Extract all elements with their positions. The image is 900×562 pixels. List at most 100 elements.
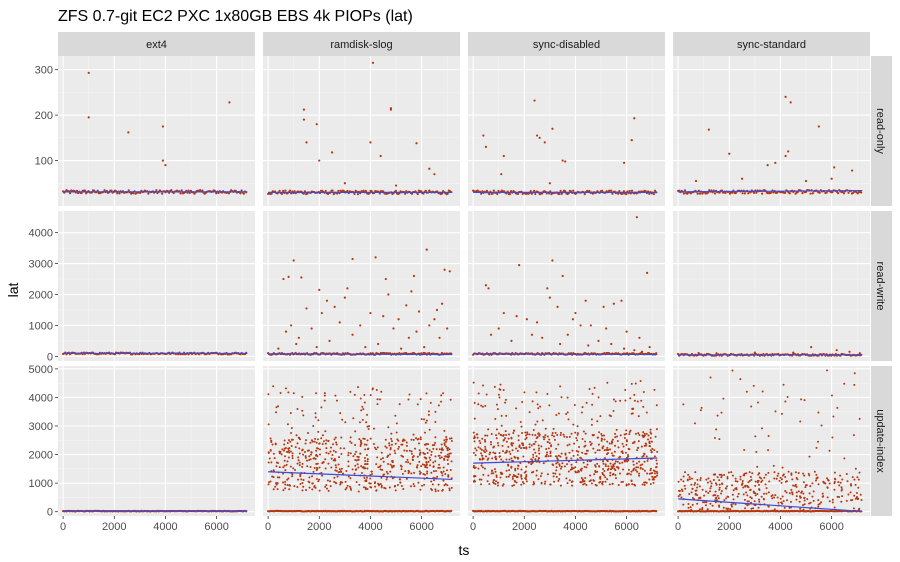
data-point [318,489,321,492]
data-point [434,421,437,424]
data-point [536,403,539,406]
data-point [815,473,818,476]
x-tick-label: 0 [265,521,271,533]
data-point [632,460,635,463]
data-point [398,403,401,406]
data-point [311,440,314,443]
data-point [305,307,308,310]
data-point [308,476,311,479]
data-point [447,463,450,466]
data-point [293,190,296,193]
panels-layer: ext4 ramdisk-slog sync-disabled sync-standa… [29,32,892,533]
data-point [617,467,620,470]
data-point [364,488,367,491]
data-point [96,189,99,192]
data-point [400,347,403,350]
data-point [520,483,523,486]
data-point [505,458,508,461]
data-point [784,154,787,158]
data-point [602,445,605,448]
data-point [743,472,746,475]
data-point [512,432,515,435]
data-point [858,352,861,355]
data-point [385,470,388,473]
data-point [625,193,628,196]
x-tick-label: 6000 [819,521,843,533]
data-point [494,470,497,473]
data-point [349,436,352,439]
data-point [332,443,335,446]
data-point [180,189,183,192]
data-point [630,479,633,482]
data-point [375,389,378,392]
data-point [430,480,433,483]
data-point [804,179,808,183]
data-point [561,462,564,465]
data-point [428,464,431,467]
data-point [419,436,422,439]
data-point [758,476,761,479]
data-point [535,134,539,137]
data-point [724,487,727,490]
data-point [307,480,310,483]
data-point [622,347,626,350]
data-point [594,471,597,474]
data-point [310,327,313,330]
x-tick-label: 6000 [409,521,433,533]
data-point [655,404,658,407]
data-point [574,470,577,473]
data-point [851,499,854,502]
data-point [597,396,600,399]
data-point [424,443,427,446]
data-point [525,478,528,481]
data-point [762,492,765,495]
data-point [540,472,543,475]
data-point [598,449,601,452]
data-point [570,466,573,469]
data-point [505,475,508,478]
data-point [335,466,338,469]
data-point [435,448,438,451]
data-point [484,448,487,451]
data-point [782,473,785,476]
data-point [526,431,529,434]
data-point [430,450,433,453]
data-point [315,345,318,349]
data-point [807,472,810,475]
data-point [426,447,429,450]
data-point [655,459,658,462]
data-point [753,351,756,354]
data-point [289,412,292,415]
data-point [604,476,607,479]
data-point [551,259,554,262]
data-point [646,459,649,462]
data-point [608,442,611,445]
data-point [488,453,491,456]
data-point [394,489,397,492]
data-point [334,451,337,454]
data-point [749,496,752,499]
data-point [279,392,282,395]
data-point [750,478,753,481]
data-point [447,474,450,477]
data-point [311,488,314,491]
data-point [431,483,434,486]
data-point [850,484,853,487]
data-point [287,275,290,278]
data-point [539,405,542,408]
data-point [287,391,290,394]
data-point [484,284,488,287]
data-point [314,457,317,460]
data-point [642,405,645,408]
data-point [479,447,482,450]
data-point [311,482,314,485]
data-point [418,470,421,473]
data-point [791,491,794,494]
data-point [600,433,603,436]
data-point [525,465,528,468]
data-point [290,432,293,435]
data-point [779,497,782,500]
data-point [648,444,651,447]
data-point [710,189,713,192]
data-point [336,192,339,195]
